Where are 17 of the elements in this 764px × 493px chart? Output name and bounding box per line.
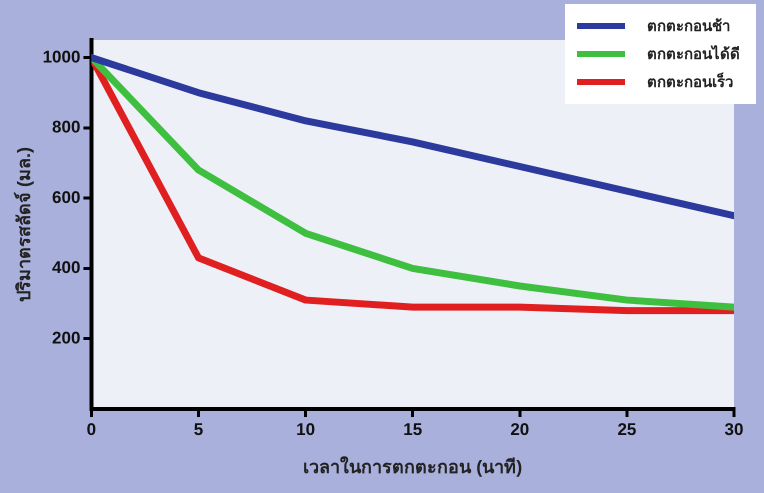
x-tick-label: 20 bbox=[510, 420, 530, 439]
y-tick-label: 400 bbox=[52, 258, 80, 278]
x-tick-label: 5 bbox=[194, 420, 204, 439]
legend-label: ตกตะกอนเร็ว bbox=[647, 72, 733, 93]
y-tick-label: 200 bbox=[52, 328, 80, 348]
x-tick-label: 15 bbox=[403, 420, 422, 439]
x-axis-title: เวลาในการตกตะกอน (นาที) bbox=[303, 456, 522, 478]
y-tick-label: 1000 bbox=[42, 47, 80, 66]
x-tick-label: 10 bbox=[296, 420, 316, 439]
x-tick-label: 0 bbox=[86, 420, 96, 439]
y-tick-label: 800 bbox=[52, 118, 80, 137]
y-axis-title: ปริมาตรสลัดจ์ (มล.) bbox=[12, 147, 34, 302]
legend-label: ตกตะกอนได้ดี bbox=[647, 44, 740, 65]
legend-label: ตกตะกอนช้า bbox=[647, 17, 730, 37]
x-tick-label: 30 bbox=[724, 420, 744, 439]
y-tick-label: 600 bbox=[52, 188, 80, 207]
x-tick-label: 25 bbox=[617, 420, 636, 439]
